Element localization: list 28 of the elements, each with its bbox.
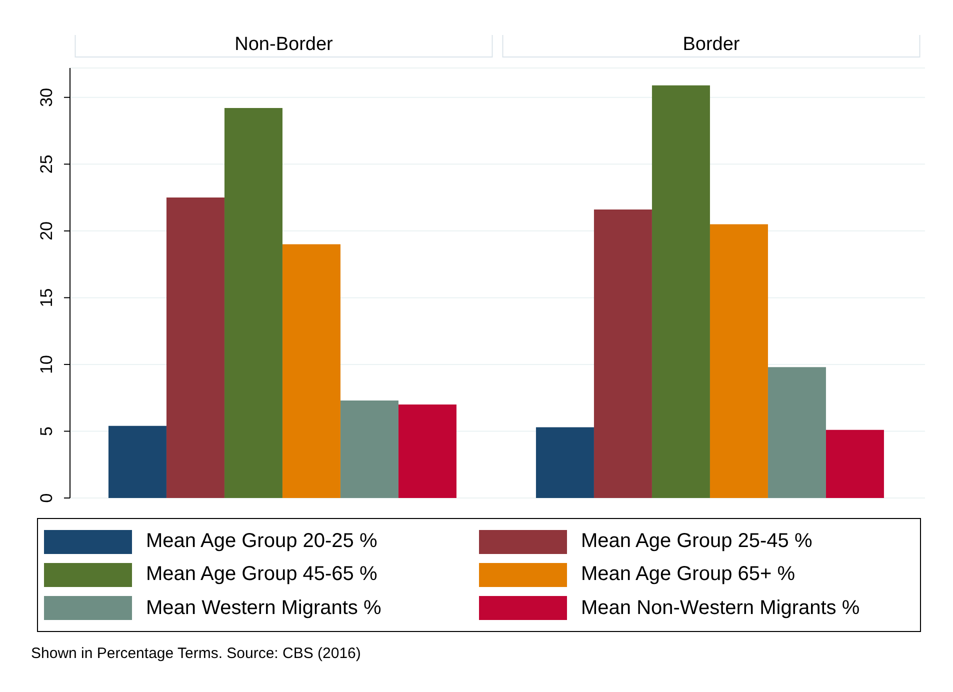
- legend-label: Mean Age Group 65+ %: [581, 563, 796, 586]
- bar: [710, 224, 768, 498]
- y-tick-label: 30: [37, 88, 56, 107]
- legend-label: Mean Age Group 20-25 %: [146, 530, 378, 554]
- bar: [398, 404, 456, 498]
- bar: [282, 244, 340, 498]
- y-tick-label: 20: [37, 221, 56, 240]
- bar: [224, 108, 282, 498]
- text: Shown in Percentage Terms. Source: CBS (2016): [31, 645, 361, 662]
- x-tick-label: Border: [682, 34, 740, 55]
- legend-label: Mean Western Migrants %: [146, 596, 382, 620]
- y-tick-label: 0: [37, 493, 56, 503]
- bar: [826, 430, 884, 498]
- bar: [108, 426, 166, 498]
- legend-label: Mean Age Group 25-45 %: [581, 530, 812, 554]
- y-tick-label: 25: [37, 154, 56, 174]
- y-tick-label: 10: [37, 355, 56, 374]
- bar: [594, 210, 652, 498]
- x-tick-label: Non-Border: [234, 34, 334, 55]
- y-tick-label: 15: [37, 288, 56, 308]
- bar: [340, 400, 398, 498]
- legend-label: Mean Age Group 45-65 %: [146, 563, 378, 586]
- bar: [768, 367, 826, 498]
- bar: [652, 85, 710, 498]
- bar: [536, 427, 594, 498]
- legend-label: Mean Non-Western Migrants %: [581, 596, 860, 620]
- bar: [166, 198, 224, 498]
- y-tick-label: 5: [37, 426, 56, 436]
